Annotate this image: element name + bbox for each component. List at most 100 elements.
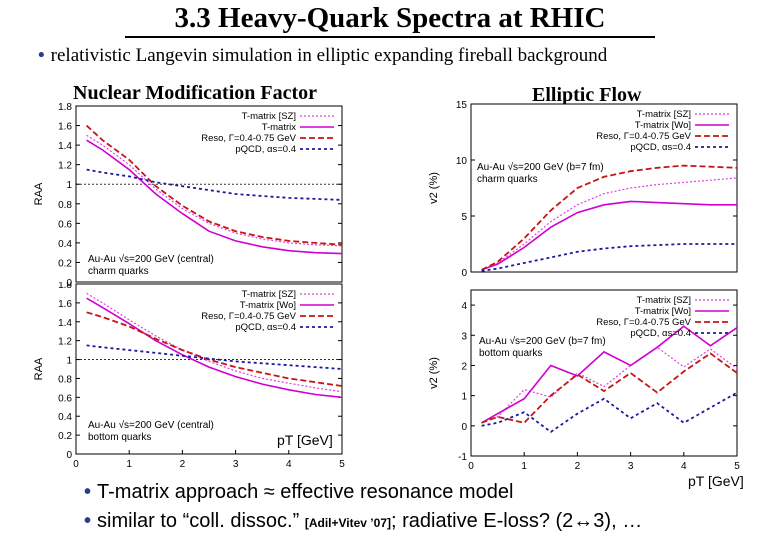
left-heading: Nuclear Modification Factor	[73, 82, 318, 104]
y-tick-label: 1	[461, 392, 467, 403]
x-tick-label: 4	[286, 459, 292, 470]
plot-annotation: charm quarks	[477, 174, 538, 185]
bottom-bullet-1: • T-matrix approach ≈ effective resonance…	[84, 481, 513, 504]
series-line-2	[86, 139, 343, 255]
plot-frame	[470, 103, 738, 273]
plot-annotation: Au-Au √s=200 GeV (b=7 fm)	[477, 161, 604, 173]
x-tick-label: 1	[521, 461, 527, 472]
pt-axis-label-right: pT [GeV]	[688, 473, 744, 489]
y-tick-label: 0.6	[58, 393, 72, 404]
bullet-icon: •	[38, 45, 45, 66]
x-tick-label: 3	[628, 461, 634, 472]
series-line-1	[481, 346, 738, 424]
y-tick-label: 1	[66, 180, 72, 191]
v2-charm-plot: 0 5 10 15 v2 (%) T-matrix [SZ]T-matrix [Wo]Re…	[428, 100, 738, 279]
y-tick-label: 1.8	[58, 282, 72, 291]
legend-label: pQCD, αs=0.4	[630, 142, 691, 153]
plot-annotation: Au-Au √s=200 GeV (central)	[88, 253, 214, 265]
x-tick-label: 5	[734, 461, 740, 472]
plot-annotation: bottom quarks	[479, 348, 542, 359]
y-axis-label: v2 (%)	[428, 172, 440, 204]
series-line-2	[481, 325, 738, 424]
series-line-4	[86, 344, 343, 370]
x-tick-label: 2	[575, 461, 581, 472]
bottom-bullet-2-text-a: similar to “coll. dissoc.”	[97, 510, 300, 532]
y-tick-label: 0.4	[58, 239, 72, 250]
legend-label: pQCD, αs=0.4	[235, 144, 296, 155]
y-tick-label: 1.6	[58, 299, 72, 310]
plot-annotation: bottom quarks	[88, 432, 151, 443]
legend-label: Reso, Γ=0.4-0.75 GeV	[201, 311, 296, 322]
y-tick-label: 0	[461, 268, 467, 279]
series-line-2	[86, 297, 343, 399]
bottom-bullet-2-ref: [Adil+Vitev ’07]	[304, 516, 391, 530]
legend-label: T-matrix [Wo]	[240, 300, 296, 311]
series-line-1	[481, 177, 738, 271]
y-tick-label: 5	[461, 212, 467, 223]
top-bullet: • relativistic Langevin simulation in ell…	[38, 45, 607, 67]
series-line-3	[86, 311, 343, 387]
series-line-4	[481, 391, 738, 434]
series-line-2	[481, 200, 737, 271]
plot-annotation: charm quarks	[88, 266, 149, 277]
bullet-icon: •	[84, 481, 92, 503]
y-tick-label: 1	[66, 356, 72, 367]
x-tick-label: 2	[180, 459, 186, 470]
y-tick-label: 2	[461, 361, 467, 372]
y-tick-label: 0	[66, 450, 72, 461]
legend-label: pQCD, αs=0.4	[235, 322, 296, 333]
y-axis-label: RAA	[33, 357, 45, 380]
y-tick-label: 0	[461, 422, 467, 433]
plot-frame	[470, 289, 738, 457]
y-tick-label: 0.8	[58, 374, 72, 385]
right-heading: Elliptic Flow	[532, 84, 642, 106]
y-tick-label: 1.8	[58, 102, 72, 113]
plot-annotation: Au-Au √s=200 GeV (central)	[88, 419, 214, 431]
legend-label: Reso, Γ=0.4-0.75 GeV	[596, 131, 691, 142]
legend-label: pQCD, αs=0.4	[630, 328, 691, 339]
x-tick-label: 0	[468, 461, 474, 472]
y-tick-label: 1.4	[58, 141, 72, 152]
legend-label: T-matrix [Wo]	[635, 120, 691, 131]
y-axis-label: RAA	[33, 182, 45, 205]
y-tick-label: 3	[461, 331, 467, 342]
y-tick-label: 0.2	[58, 258, 72, 269]
legend-label: T-matrix [SZ]	[242, 111, 296, 122]
x-tick-label: 3	[233, 459, 239, 470]
legend-label: T-matrix [SZ]	[637, 295, 691, 306]
bottom-bullet-2-text-b: ; radiative E-loss? (2↔3), …	[391, 510, 643, 532]
top-bullet-text: relativistic Langevin simulation in elli…	[50, 45, 608, 66]
y-tick-label: 0.4	[58, 412, 72, 423]
y-tick-label: 1.4	[58, 318, 72, 329]
plot-frame	[75, 105, 343, 283]
series-line-1	[86, 134, 343, 247]
pt-axis-label-mid: pT [GeV]	[277, 432, 333, 448]
raa-charm-plot: 0 0.2 0.4 0.6 0.8 1 1.2 1.4 1.6 1.8 RAA T-matrix [S…	[33, 102, 343, 286]
legend-label: T-matrix	[262, 122, 297, 133]
plot-frame	[75, 283, 343, 455]
y-tick-label: 4	[461, 301, 467, 312]
x-tick-label: 1	[126, 459, 132, 470]
bottom-bullet-2: • similar to “coll. dissoc.” [Adil+Vitev …	[84, 510, 642, 533]
y-tick-label: 1.2	[58, 161, 72, 172]
y-tick-label: 10	[456, 156, 468, 167]
x-tick-label: 0	[73, 459, 79, 470]
legend-label: T-matrix [Wo]	[635, 306, 691, 317]
series-line-3	[481, 164, 738, 271]
x-tick-label: 4	[681, 461, 687, 472]
legend-label: T-matrix [SZ]	[637, 109, 691, 120]
series-line-3	[85, 124, 343, 246]
bottom-bullet-1-text: T-matrix approach ≈ effective resonance …	[97, 481, 514, 503]
y-tick-label: 0.2	[58, 431, 72, 442]
y-tick-label: 0.6	[58, 219, 72, 230]
y-tick-label: 0	[66, 278, 72, 286]
series-line-3	[481, 352, 738, 424]
raa-bottom-plot: 0 0.2 0.4 0.6 0.8 1 1.2 1.4 1.6 1.8 0 1 2 3 4 5 RAA T-mat…	[33, 282, 345, 470]
plot-annotation: Au-Au √s=200 GeV (b=7 fm)	[479, 335, 606, 347]
y-tick-label: 1.6	[58, 122, 72, 133]
y-axis-label: v2 (%)	[428, 357, 440, 389]
y-tick-label: 0.8	[58, 200, 72, 211]
slide-title: 3.3 Heavy-Quark Spectra at RHIC	[174, 2, 606, 34]
legend-label: Reso, Γ=0.4-0.75 GeV	[201, 133, 296, 144]
